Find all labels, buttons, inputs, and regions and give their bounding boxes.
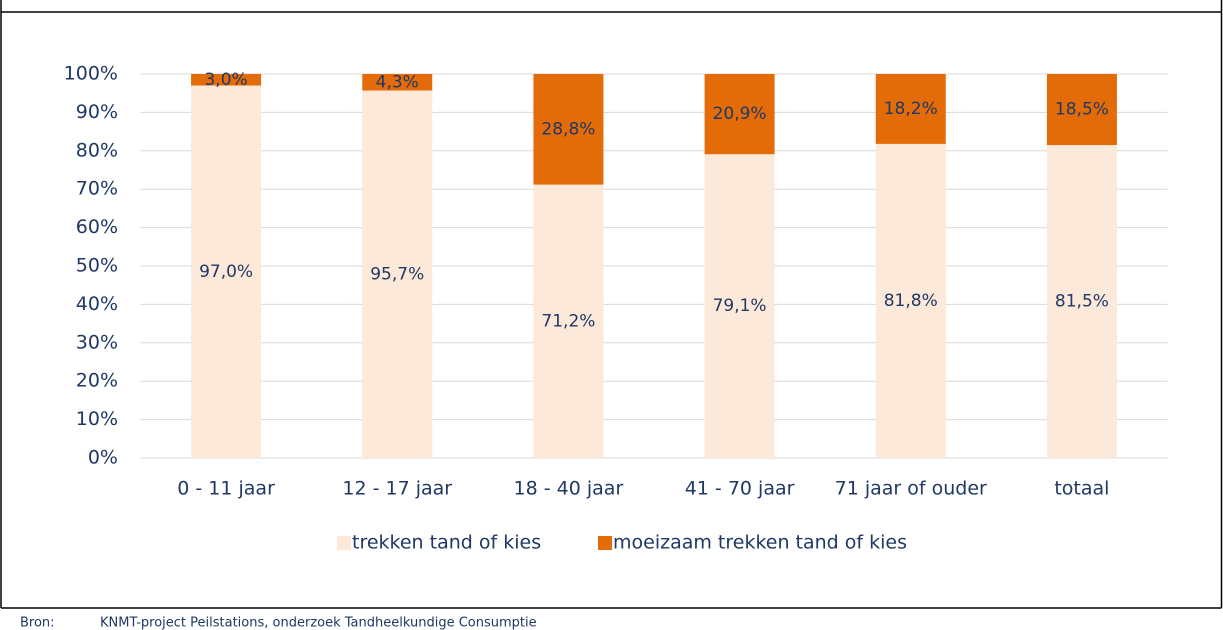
chart-frame [0, 0, 1223, 609]
y-tick-label: 50% [76, 255, 118, 277]
data-label: 71,2% [541, 311, 595, 331]
bar-segment [191, 74, 262, 86]
source-text: KNMT-project Peilstations, onderzoek Tan… [100, 616, 537, 630]
bar-segment [875, 143, 946, 458]
y-tick-label: 0% [88, 447, 118, 469]
y-tick-label: 90% [76, 101, 118, 123]
legend-swatch [598, 536, 612, 550]
legend-label: moeizaam trekken tand of kies [613, 532, 907, 554]
bar-segment [1046, 145, 1117, 459]
x-tick-label: 0 - 11 jaar [177, 478, 275, 500]
y-tick-label: 30% [76, 331, 118, 353]
bar-segment [1046, 74, 1117, 146]
data-label: 20,9% [713, 104, 767, 124]
bar-segment [704, 74, 775, 155]
source-label: Bron: [20, 616, 55, 630]
data-label: 97,0% [199, 262, 253, 282]
data-label: 81,5% [1055, 292, 1109, 312]
y-tick-label: 20% [76, 370, 118, 392]
bar-segment [704, 154, 775, 459]
x-tick-label: 71 jaar of ouder [835, 478, 987, 500]
data-label: 95,7% [370, 264, 424, 284]
data-label: 3,0% [204, 70, 247, 90]
bar-segment [362, 74, 433, 91]
data-label: 18,5% [1055, 100, 1109, 120]
x-tick-label: 12 - 17 jaar [342, 478, 452, 500]
x-tick-label: 18 - 40 jaar [514, 478, 624, 500]
y-tick-label: 10% [76, 408, 118, 430]
y-tick-label: 80% [76, 139, 118, 161]
bar-segment [191, 85, 262, 459]
y-tick-label: 40% [76, 293, 118, 315]
y-tick-label: 60% [76, 216, 118, 238]
bar-segment [533, 74, 604, 185]
bar-segment [875, 74, 946, 144]
data-label: 79,1% [713, 296, 767, 316]
bar-segment [533, 184, 604, 459]
data-label: 81,8% [884, 291, 938, 311]
x-tick-label: 41 - 70 jaar [685, 478, 795, 500]
data-label: 28,8% [541, 119, 595, 139]
data-label: 18,2% [884, 99, 938, 119]
data-label: 4,3% [376, 72, 419, 92]
bar-segment [362, 90, 433, 459]
y-tick-label: 100% [64, 63, 118, 85]
x-tick-label: totaal [1054, 478, 1109, 500]
y-tick-label: 70% [76, 178, 118, 200]
legend-swatch [337, 536, 351, 550]
legend-label: trekken tand of kies [352, 532, 541, 554]
